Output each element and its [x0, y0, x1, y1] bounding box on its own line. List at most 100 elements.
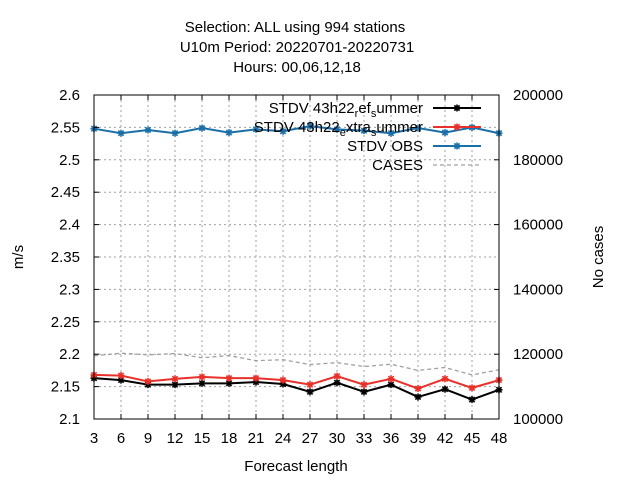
series-point [360, 388, 368, 396]
series-layer [90, 122, 503, 404]
series-point [144, 377, 152, 385]
legend-entry-stdv-43h22-ref-summer: STDV 43h22refsummer [269, 100, 481, 120]
series-point [144, 126, 152, 134]
x-tick-label: 21 [248, 430, 265, 447]
y-tick-label: 2.2 [59, 346, 80, 363]
series-cases [93, 352, 500, 376]
series-point [414, 393, 422, 401]
legend-entry-cases: CASES [372, 157, 481, 174]
x-tick-label: 18 [221, 430, 238, 447]
y2-tick-label: 140000 [513, 281, 563, 298]
series-point [171, 375, 179, 383]
legend-label: STDV 43h22extrasummer [254, 119, 423, 139]
series-point [360, 381, 368, 389]
x-tick-label: 36 [383, 430, 400, 447]
legend-label: CASES [372, 157, 423, 174]
series-line [93, 125, 500, 135]
series-point [468, 384, 476, 392]
legend-entry-stdv-obs: STDV OBS [347, 138, 481, 155]
series-point [333, 372, 341, 380]
legend-entry-stdv-43h22-extra-summer: STDV 43h22extrasummer [254, 119, 481, 139]
x-tick-label: 9 [144, 430, 152, 447]
title-line-2: U10m Period: 20220701-20220731 [180, 39, 414, 56]
grid [94, 95, 499, 419]
series-point [171, 129, 179, 137]
x-tick-label: 39 [410, 430, 427, 447]
series-point [306, 122, 314, 130]
series-point [441, 129, 449, 137]
y-tick-label: 2.35 [51, 249, 80, 266]
series-point [414, 124, 422, 132]
title-line-1: Selection: ALL using 994 stations [185, 19, 405, 36]
x-axis-label: Forecast length [244, 458, 347, 475]
y-tick-label: 2.4 [59, 217, 80, 234]
series-point [117, 129, 125, 137]
legend-marker [453, 104, 461, 112]
y-tick-label: 2.6 [59, 87, 80, 104]
series-point [306, 381, 314, 389]
x-tick-label: 15 [194, 430, 211, 447]
legend-marker [453, 142, 461, 150]
series-point [360, 127, 368, 135]
series-point [441, 385, 449, 393]
x-tick-label: 45 [464, 430, 481, 447]
ticks: 3 6 9 12 15 18 21 24 27 30 33 36 39 42 45 482.12.152.22… [51, 87, 563, 447]
series-point [225, 129, 233, 137]
series-point [387, 375, 395, 383]
y2-tick-label: 160000 [513, 217, 563, 234]
series-point [225, 374, 233, 382]
x-tick-label: 30 [329, 430, 346, 447]
y-tick-label: 2.3 [59, 281, 80, 298]
legend-label: STDV OBS [347, 138, 423, 155]
y-tick-label: 2.55 [51, 119, 80, 136]
y2-tick-label: 180000 [513, 152, 563, 169]
series-point [171, 381, 179, 389]
series-point [387, 129, 395, 137]
series-stdv-43h22-extra-summer [90, 371, 503, 393]
y2-axis-label: No cases [590, 226, 607, 289]
series-point [333, 379, 341, 387]
series-stdv-43h22-ref-summer [90, 374, 503, 404]
series-point [117, 372, 125, 380]
y-tick-label: 2.5 [59, 152, 80, 169]
x-tick-label: 6 [117, 430, 125, 447]
x-tick-label: 48 [491, 430, 508, 447]
series-point [252, 125, 260, 133]
x-tick-label: 24 [275, 430, 292, 447]
series-point [225, 379, 233, 387]
x-tick-label: 3 [90, 430, 98, 447]
x-tick-label: 42 [437, 430, 454, 447]
x-tick-label: 27 [302, 430, 319, 447]
title-line-3: Hours: 00,06,12,18 [233, 59, 361, 76]
legend-label: STDV 43h22refsummer [269, 100, 423, 120]
y-tick-label: 2.25 [51, 314, 80, 331]
series-point [252, 374, 260, 382]
chart-title: Selection: ALL using 994 stations U10m P… [180, 19, 414, 76]
series-point [279, 376, 287, 384]
y2-tick-label: 200000 [513, 87, 563, 104]
x-tick-label: 33 [356, 430, 373, 447]
y-tick-label: 2.15 [51, 379, 80, 396]
series-line [93, 352, 500, 376]
series-point [198, 124, 206, 132]
x-tick-label: 12 [167, 430, 184, 447]
y-tick-label: 2.1 [59, 411, 80, 428]
series-line [93, 377, 500, 401]
series-point [198, 379, 206, 387]
series-point [414, 385, 422, 393]
series-point [279, 127, 287, 135]
series-line [93, 373, 500, 390]
series-point [441, 375, 449, 383]
series-point [333, 125, 341, 133]
legend-marker [453, 123, 461, 131]
y-tick-label: 2.45 [51, 184, 80, 201]
y-axis-label: m/s [10, 245, 27, 269]
series-point [468, 396, 476, 404]
series-point [387, 381, 395, 389]
y2-tick-label: 120000 [513, 346, 563, 363]
y2-tick-label: 100000 [513, 411, 563, 428]
series-point [198, 373, 206, 381]
series-point [306, 388, 314, 396]
